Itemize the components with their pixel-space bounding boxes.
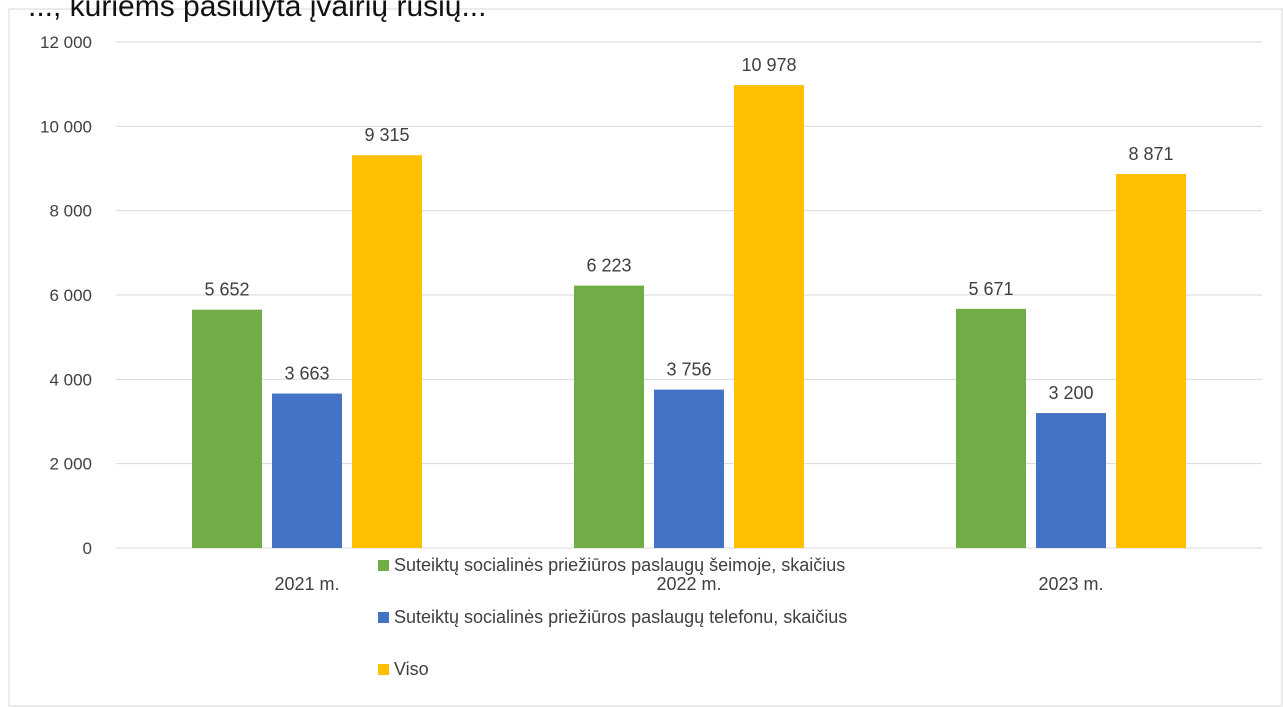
x-tick-label: 2022 m. <box>656 574 721 594</box>
bar <box>1036 413 1106 548</box>
legend-entry: Suteiktų socialinės priežiūros paslaugų … <box>394 555 845 575</box>
data-label: 5 671 <box>968 279 1013 299</box>
y-axis: 0 2 000 4 000 6 000 8 000 10 000 12 000 <box>40 33 92 558</box>
bar <box>272 393 342 548</box>
cut-off-title: ..., kuriems pasiūlyta įvairių rūšių... <box>28 0 486 23</box>
bars <box>192 85 1186 548</box>
legend-entry: Suteiktų socialinės priežiūros paslaugų … <box>394 607 847 627</box>
y-tick-label: 10 000 <box>40 117 92 136</box>
y-tick-label: 4 000 <box>49 370 92 389</box>
x-tick-label: 2023 m. <box>1038 574 1103 594</box>
data-label: 5 652 <box>204 280 249 300</box>
data-label: 3 756 <box>666 360 711 380</box>
bar <box>654 389 724 548</box>
data-label: 3 200 <box>1048 383 1093 403</box>
data-label: 8 871 <box>1128 144 1173 164</box>
bar <box>1116 173 1186 548</box>
legend-swatch <box>378 664 389 675</box>
bar <box>734 85 804 548</box>
y-tick-label: 2 000 <box>49 455 92 474</box>
legend-swatch <box>378 612 389 623</box>
data-label: 3 663 <box>284 364 329 384</box>
y-tick-label: 12 000 <box>40 33 92 52</box>
data-label: 6 223 <box>586 256 631 276</box>
y-tick-label: 6 000 <box>49 286 92 305</box>
y-tick-label: 8 000 <box>49 202 92 221</box>
y-tick-label: 0 <box>83 539 92 558</box>
data-labels: 5 652 3 663 9 315 6 223 3 756 10 978 5 671 3 20… <box>204 55 1173 403</box>
x-tick-label: 2021 m. <box>274 574 339 594</box>
bar <box>956 308 1026 548</box>
bar <box>352 155 422 548</box>
bar <box>574 285 644 548</box>
bar <box>192 309 262 548</box>
data-label: 10 978 <box>741 55 796 75</box>
legend: Suteiktų socialinės priežiūros paslaugų … <box>378 555 847 679</box>
x-axis: 2021 m. 2022 m. 2023 m. <box>274 574 1103 594</box>
legend-entry: Viso <box>394 659 429 679</box>
data-label: 9 315 <box>364 125 409 145</box>
legend-swatch <box>378 560 389 571</box>
